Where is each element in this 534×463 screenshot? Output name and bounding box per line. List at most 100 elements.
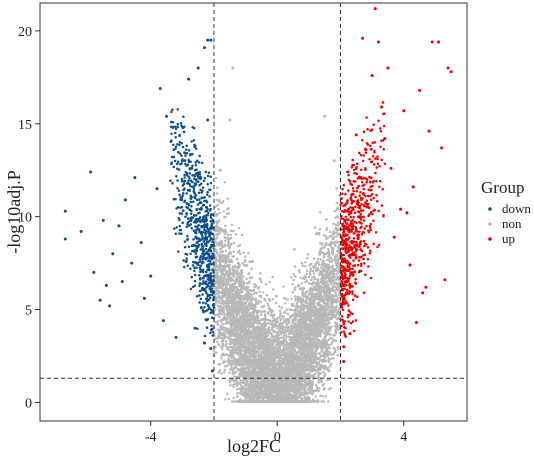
point-non (324, 394, 328, 398)
point-non (224, 249, 228, 253)
point-up (368, 157, 371, 161)
point-up (351, 312, 354, 316)
point-down (191, 285, 195, 289)
point-down (198, 282, 202, 285)
point-non (319, 247, 323, 250)
point-non (292, 278, 295, 282)
point-up (362, 231, 366, 234)
point-non (263, 314, 267, 318)
point-non (225, 320, 228, 323)
point-down (170, 132, 173, 135)
point-non (293, 288, 296, 291)
point-non (260, 310, 263, 314)
point-up (377, 243, 381, 247)
point-down (169, 179, 172, 183)
point-non (238, 387, 241, 391)
point-down (190, 275, 193, 279)
point-down (178, 152, 182, 155)
point-up (344, 249, 347, 253)
point-down (202, 196, 206, 199)
point-non (330, 246, 333, 249)
point-non (286, 329, 290, 333)
point-non (293, 265, 297, 268)
point-non (332, 305, 335, 309)
point-down (195, 266, 198, 269)
point-down (178, 134, 181, 138)
point-up (355, 295, 359, 299)
point-down (202, 277, 205, 280)
point-up (340, 192, 344, 196)
point-non (252, 292, 256, 295)
point-up (361, 209, 365, 212)
point-non (282, 336, 285, 339)
point-non (271, 288, 275, 291)
point-down (198, 278, 202, 281)
point-up (375, 200, 379, 203)
point-non (218, 231, 222, 235)
point-non (335, 235, 338, 238)
point-non (305, 257, 309, 260)
point-up (347, 309, 351, 312)
point-non (293, 248, 296, 251)
point-non (223, 365, 227, 368)
point-non (221, 322, 225, 326)
point-down (194, 231, 197, 234)
point-down (174, 135, 177, 139)
point-non (332, 357, 335, 360)
point-down (184, 154, 187, 157)
point-non (224, 353, 228, 356)
point-non (254, 297, 258, 301)
point-up (341, 265, 345, 268)
point-up (365, 141, 369, 145)
point-down (201, 186, 205, 189)
point-non (259, 301, 263, 304)
point-up (351, 290, 354, 293)
point-non (278, 305, 281, 308)
point-down (189, 267, 192, 271)
point-non (266, 302, 269, 305)
point-down (176, 160, 180, 163)
point-up (349, 311, 352, 314)
point-non (312, 275, 316, 278)
point-up (346, 288, 349, 292)
point-non (299, 276, 302, 280)
point-non (307, 275, 311, 279)
point-non (264, 283, 268, 286)
point-down (193, 192, 197, 195)
point-up (375, 166, 378, 169)
point-non (337, 347, 340, 351)
point-up (378, 127, 382, 130)
point-up (357, 210, 361, 214)
point-non (302, 277, 305, 280)
point-non (284, 325, 287, 329)
point-up (369, 210, 373, 214)
point-down (190, 204, 193, 208)
point-down (186, 238, 189, 241)
point-up (344, 299, 347, 303)
point-up (366, 258, 370, 261)
point-down (174, 127, 178, 131)
point-non (259, 271, 262, 275)
point-non (318, 228, 322, 231)
point-non (225, 327, 229, 330)
point-non (320, 378, 323, 382)
point-down (180, 212, 184, 215)
point-down (205, 240, 209, 244)
point-down (195, 295, 199, 298)
point-up (352, 215, 355, 219)
point-non (290, 297, 293, 301)
point-down (181, 194, 184, 197)
point-non (236, 391, 239, 395)
point-up (359, 153, 363, 157)
point-down (174, 125, 177, 129)
point-down (195, 198, 199, 202)
point-non (215, 192, 219, 195)
point-up (363, 227, 366, 230)
point-down (173, 159, 177, 163)
point-non (271, 297, 274, 301)
point-up (369, 276, 373, 280)
point-down (205, 193, 209, 197)
point-down (209, 328, 213, 332)
point-non (236, 394, 239, 398)
point-down (198, 211, 201, 215)
